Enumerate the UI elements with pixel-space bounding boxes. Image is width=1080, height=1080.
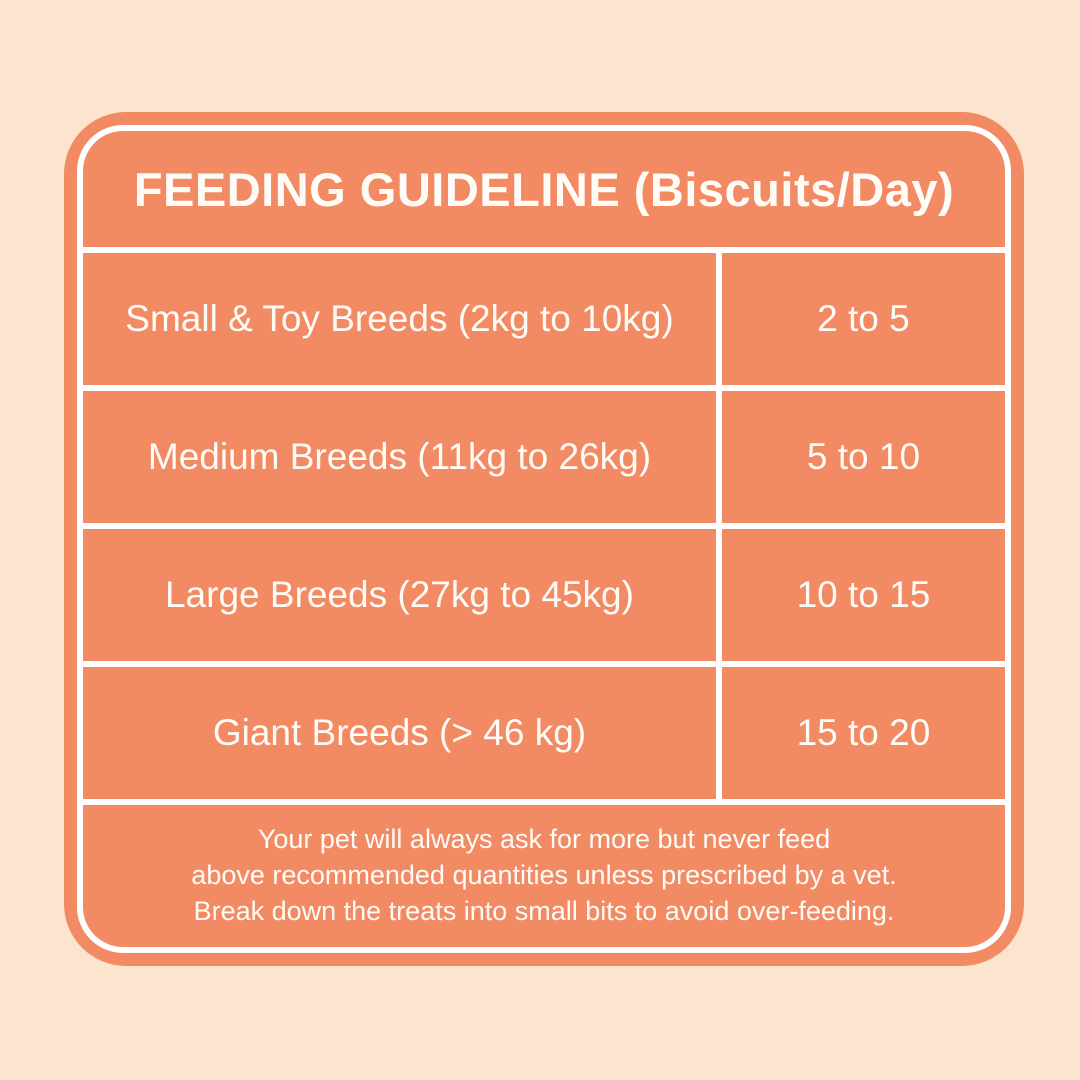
feeding-guideline-card: FEEDING GUIDELINE (Biscuits/Day) Small &… xyxy=(64,112,1024,966)
table-row: Large Breeds (27kg to 45kg) 10 to 15 xyxy=(83,529,1005,667)
table-frame: FEEDING GUIDELINE (Biscuits/Day) Small &… xyxy=(77,125,1011,953)
quantity-cell: 15 to 20 xyxy=(796,712,931,753)
quantity-cell: 10 to 15 xyxy=(796,574,931,615)
breed-cell: Small & Toy Breeds (2kg to 10kg) xyxy=(83,253,722,385)
table-row: Medium Breeds (11kg to 26kg) 5 to 10 xyxy=(83,391,1005,529)
note-line-1: Your pet will always ask for more but ne… xyxy=(257,824,831,855)
page-title: FEEDING GUIDELINE (Biscuits/Day) xyxy=(133,162,955,216)
note-line-3: Break down the treats into small bits to… xyxy=(193,895,895,926)
breed-cell: Medium Breeds (11kg to 26kg) xyxy=(83,391,722,523)
note-line-2: above recommended quantities unless pres… xyxy=(191,860,897,891)
quantity-cell: 5 to 10 xyxy=(806,436,921,477)
table-row: Giant Breeds (> 46 kg) 15 to 20 xyxy=(83,667,1005,805)
breed-cell: Large Breeds (27kg to 45kg) xyxy=(83,529,722,661)
feeding-note: Your pet will always ask for more but ne… xyxy=(83,805,1005,947)
quantity-cell: 2 to 5 xyxy=(817,298,910,339)
table-title-row: FEEDING GUIDELINE (Biscuits/Day) xyxy=(83,131,1005,253)
table-row: Small & Toy Breeds (2kg to 10kg) 2 to 5 xyxy=(83,253,1005,391)
breed-cell: Giant Breeds (> 46 kg) xyxy=(83,667,722,799)
